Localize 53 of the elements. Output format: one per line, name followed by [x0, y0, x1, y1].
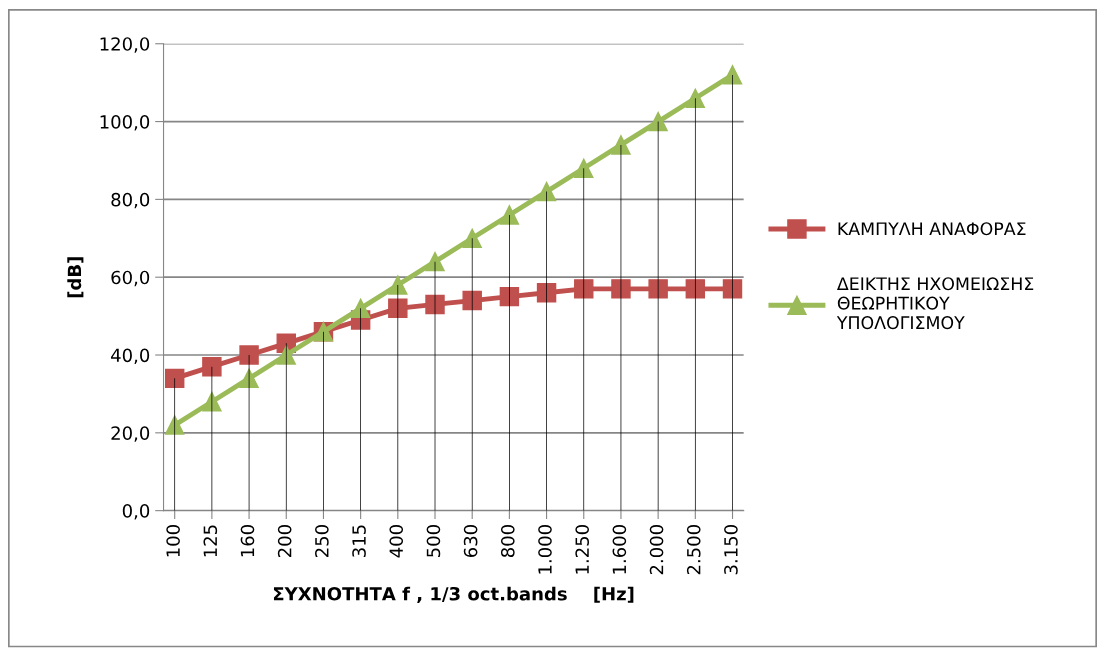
point: [425, 251, 445, 272]
x-tick-label: 400: [389, 525, 404, 558]
point: [425, 294, 445, 315]
point: [164, 368, 185, 389]
x-tick-label: 3.150: [724, 525, 738, 575]
legend-label: ΔΕΙΚΤΗΣ ΗΧΟΜΕΙΩΣΗΣ ΘΕΩΡΗΤΙΚΟΥ ΥΠΟΛΟΓΙΣΜΟΥ: [836, 277, 1034, 330]
x-tick-label: 1.250: [575, 525, 589, 574]
x-tick-label: 1.600: [612, 525, 627, 574]
point: [499, 205, 520, 225]
x-tick-label: 2.000: [649, 525, 664, 575]
legend-label: ΚΑΜΠΥΛΗ ΑΝΑΦΟΡΑΣ: [838, 222, 1026, 236]
point: [462, 290, 482, 311]
point: [722, 65, 743, 85]
point: [574, 158, 594, 178]
x-tick-label: 630: [463, 525, 478, 558]
y-tick-label: 0,0: [122, 504, 150, 520]
x-tick-label: 1.000: [538, 525, 552, 574]
point: [648, 279, 668, 299]
y-axis-title: [dB]: [67, 257, 84, 298]
y-tick-label: 20,0: [111, 426, 150, 442]
y-tick-label: 80,0: [111, 192, 150, 209]
y-tick-label: 120,0: [100, 37, 150, 53]
x-tick-label: 100: [166, 525, 180, 557]
point: [239, 368, 259, 389]
point: [685, 279, 706, 299]
point: [239, 345, 259, 365]
point: [648, 111, 668, 132]
x-tick-label: 315: [352, 525, 366, 557]
x-axis-title: ΣΥΧΝΟΤΗΤΑ f , 1/3 oct.bands [Hz]: [273, 586, 634, 603]
point: [202, 391, 222, 412]
x-tick-label: 125: [203, 525, 218, 557]
y-tick-label: 60,0: [111, 270, 150, 287]
point: [462, 228, 482, 249]
y-tick-label: 100,0: [100, 115, 150, 131]
point: [499, 286, 520, 307]
point: [611, 279, 631, 299]
x-tick-label: 800: [500, 525, 515, 558]
x-tick-label: 2.500: [686, 525, 701, 575]
x-tick-label: 160: [240, 525, 255, 557]
point: [388, 275, 408, 295]
x-tick-label: 200: [277, 525, 292, 557]
point: [685, 88, 706, 108]
point: [536, 181, 557, 202]
point: [536, 283, 557, 303]
point: [722, 279, 743, 299]
x-tick-label: 500: [426, 525, 441, 557]
point: [611, 135, 631, 155]
point: [574, 279, 594, 299]
point: [350, 298, 371, 319]
point: [388, 298, 408, 319]
point: [202, 356, 222, 377]
x-tick-label: 250: [315, 525, 329, 557]
y-tick-label: 40,0: [111, 348, 150, 364]
